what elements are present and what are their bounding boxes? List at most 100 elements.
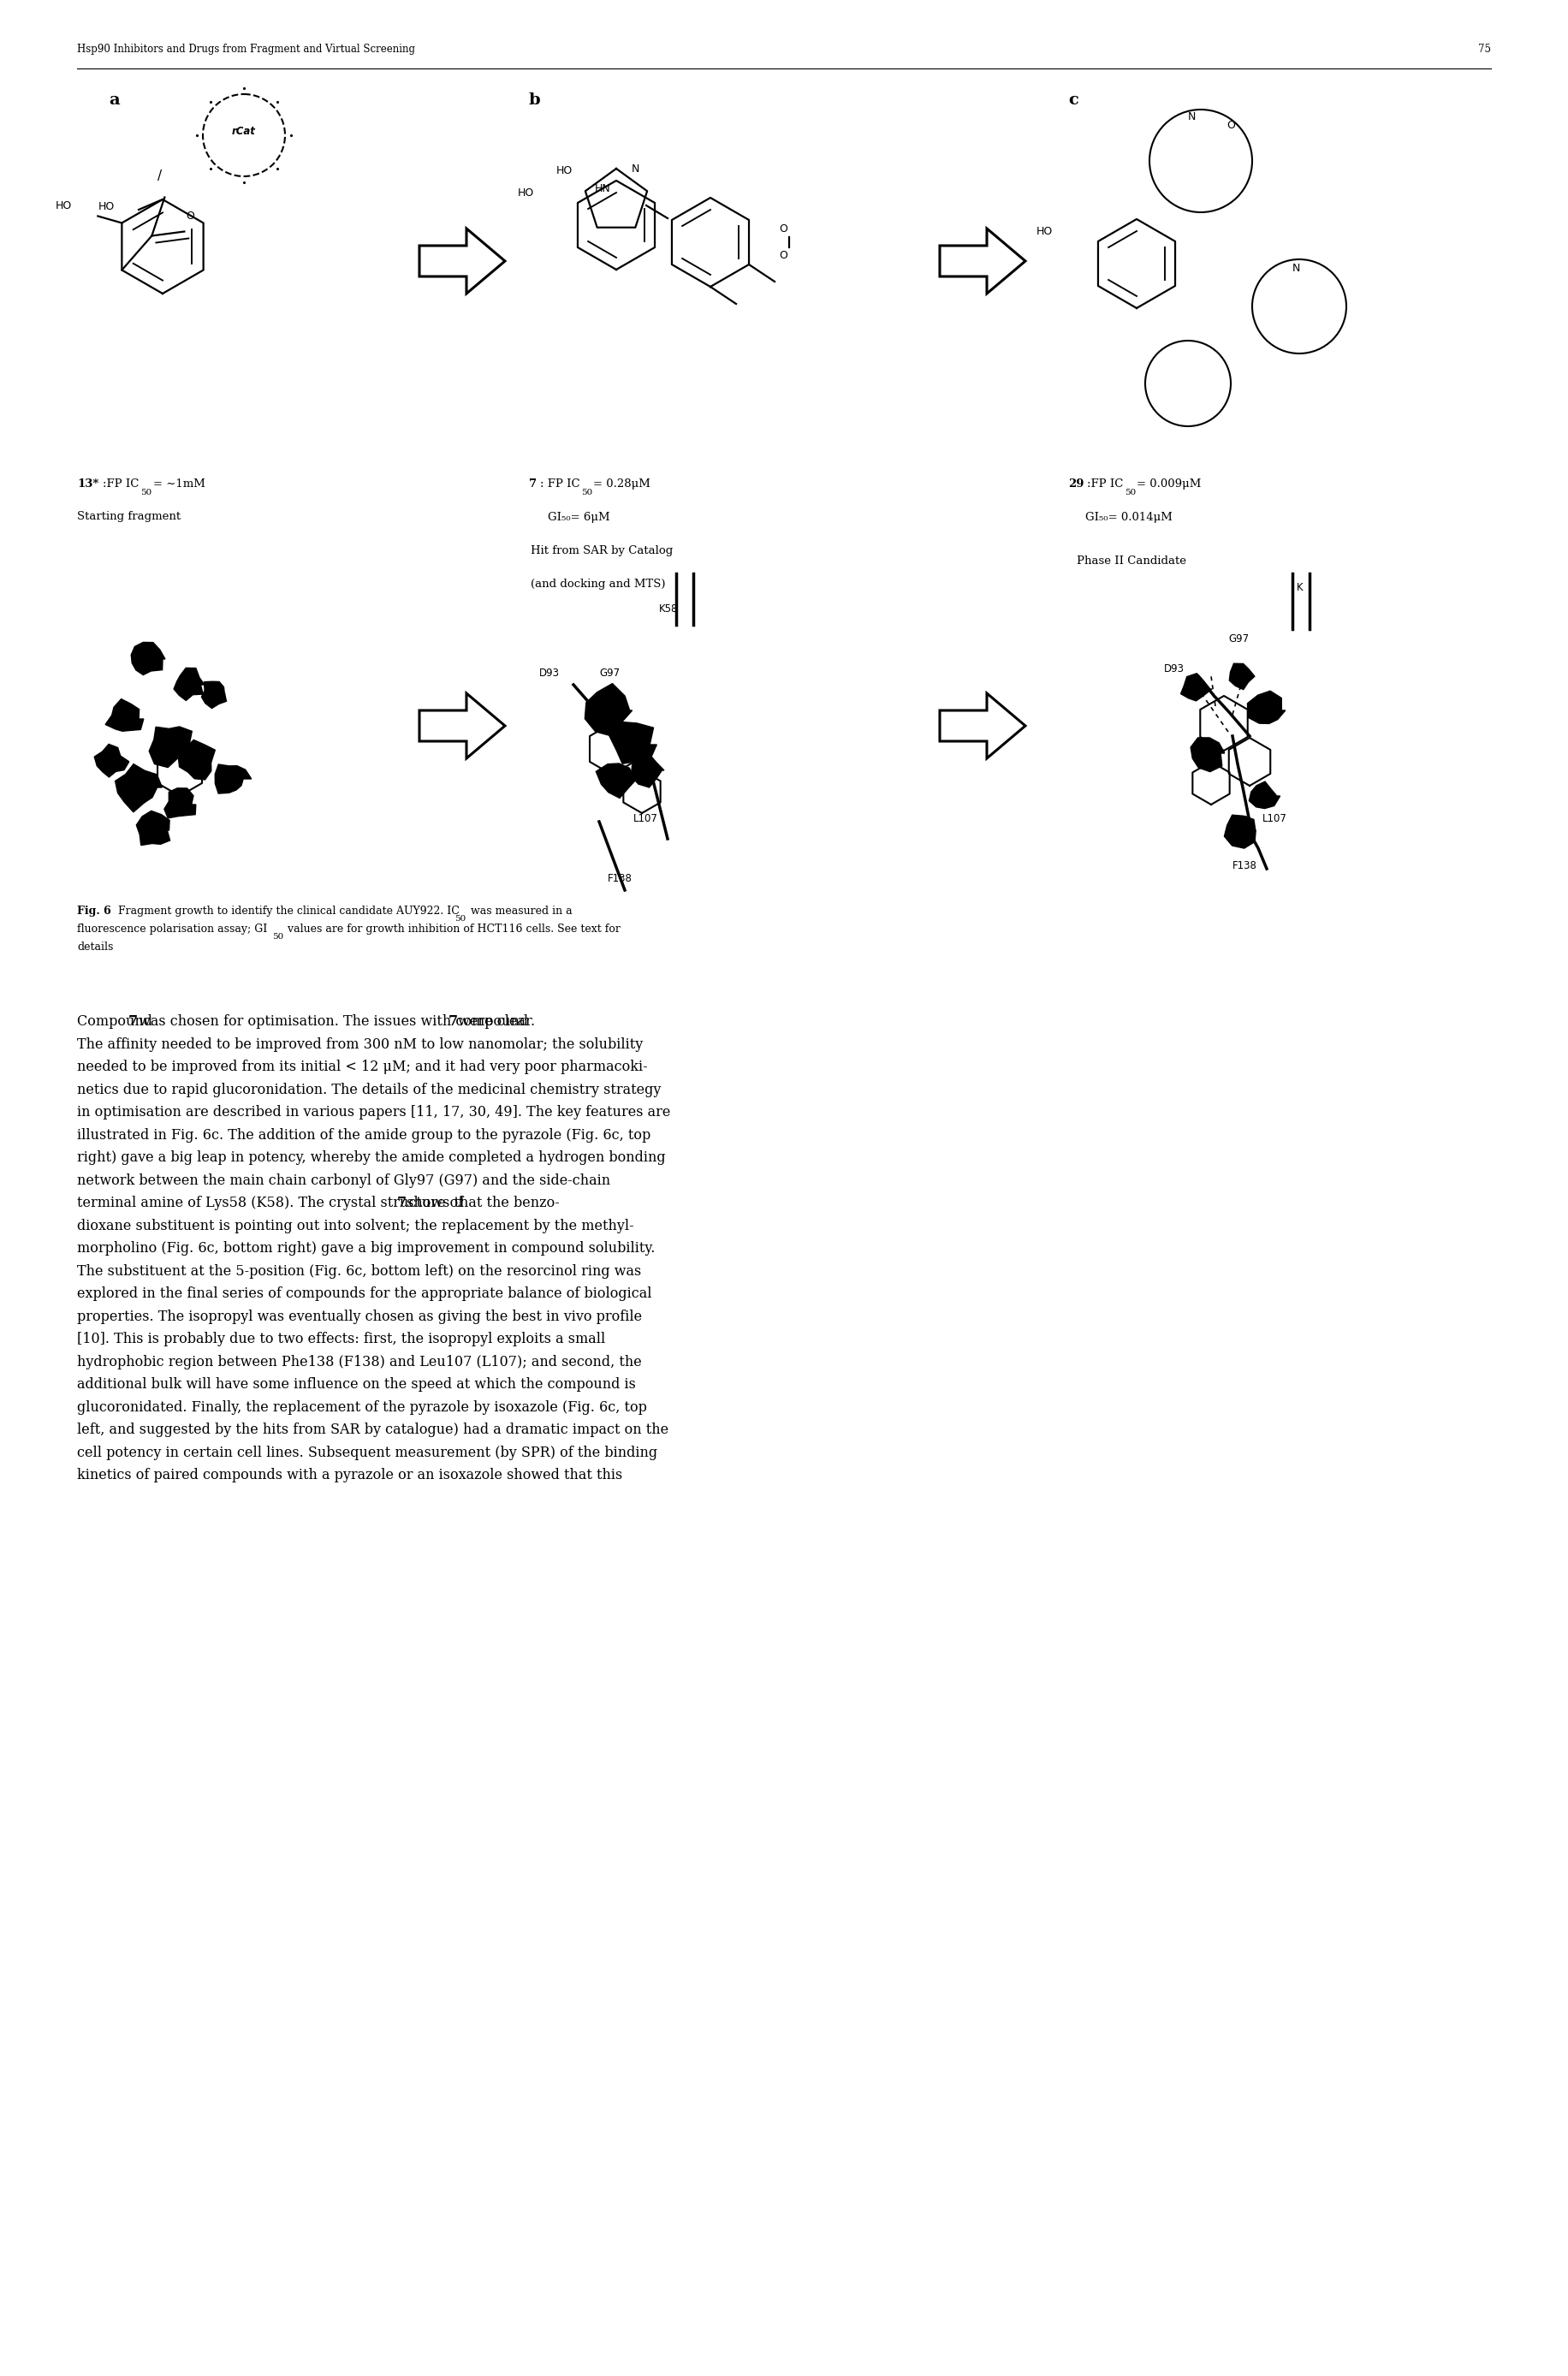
Text: HO: HO xyxy=(1036,226,1054,238)
Text: O: O xyxy=(1226,119,1236,131)
Text: K: K xyxy=(1297,582,1303,594)
Text: GI₅₀= 0.014μM: GI₅₀= 0.014μM xyxy=(1085,511,1173,523)
Text: 7: 7 xyxy=(397,1195,406,1209)
Polygon shape xyxy=(132,642,165,675)
Text: kinetics of paired compounds with a pyrazole or an isoxazole showed that this: kinetics of paired compounds with a pyra… xyxy=(77,1468,622,1483)
Text: 50: 50 xyxy=(582,489,593,497)
Polygon shape xyxy=(105,699,144,732)
Text: details: details xyxy=(77,941,113,953)
Text: Starting fragment: Starting fragment xyxy=(77,511,180,523)
Text: Fragment growth to identify the clinical candidate AUY922. IC: Fragment growth to identify the clinical… xyxy=(114,905,459,917)
Text: Compound: Compound xyxy=(77,1015,157,1029)
Text: network between the main chain carbonyl of Gly97 (G97) and the side-chain: network between the main chain carbonyl … xyxy=(77,1174,610,1188)
Polygon shape xyxy=(630,753,665,786)
Text: a: a xyxy=(108,93,119,107)
Text: 7: 7 xyxy=(129,1015,138,1029)
Text: properties. The isopropyl was eventually chosen as giving the best in vivo profi: properties. The isopropyl was eventually… xyxy=(77,1309,641,1323)
Text: 13*: 13* xyxy=(77,478,99,489)
Text: G97: G97 xyxy=(599,668,619,680)
Text: HO: HO xyxy=(557,164,572,176)
Text: O: O xyxy=(779,249,787,261)
Text: was chosen for optimisation. The issues with compound: was chosen for optimisation. The issues … xyxy=(135,1015,532,1029)
Text: values are for growth inhibition of HCT116 cells. See text for: values are for growth inhibition of HCT1… xyxy=(284,924,621,934)
Polygon shape xyxy=(939,228,1025,295)
Text: b: b xyxy=(528,93,541,107)
Text: The affinity needed to be improved from 300 nM to low nanomolar; the solubility: The affinity needed to be improved from … xyxy=(77,1036,643,1053)
Text: D93: D93 xyxy=(539,668,560,680)
Polygon shape xyxy=(179,739,215,779)
Text: additional bulk will have some influence on the speed at which the compound is: additional bulk will have some influence… xyxy=(77,1378,635,1392)
Text: illustrated in Fig. 6c. The addition of the amide group to the pyrazole (Fig. 6c: illustrated in Fig. 6c. The addition of … xyxy=(77,1129,651,1143)
Text: L107: L107 xyxy=(1262,813,1287,824)
Polygon shape xyxy=(1225,815,1256,848)
Text: GI₅₀= 6μM: GI₅₀= 6μM xyxy=(547,511,610,523)
Text: N: N xyxy=(632,164,640,173)
Text: D93: D93 xyxy=(1163,663,1184,675)
Text: were clear.: were clear. xyxy=(453,1015,535,1029)
Text: = 0.28μM: = 0.28μM xyxy=(593,478,651,489)
Polygon shape xyxy=(1229,663,1254,689)
Text: O: O xyxy=(779,223,787,235)
Text: : FP IC: : FP IC xyxy=(539,478,580,489)
Text: 7: 7 xyxy=(528,478,536,489)
Polygon shape xyxy=(1250,782,1279,808)
Text: :FP IC: :FP IC xyxy=(103,478,140,489)
Text: rCat: rCat xyxy=(232,126,256,135)
Text: 29: 29 xyxy=(1068,478,1083,489)
Text: fluorescence polarisation assay; GI: fluorescence polarisation assay; GI xyxy=(77,924,267,934)
Text: HO: HO xyxy=(99,200,114,211)
Text: G97: G97 xyxy=(1228,634,1248,644)
Polygon shape xyxy=(136,810,169,846)
Polygon shape xyxy=(1190,737,1225,772)
Text: dioxane substituent is pointing out into solvent; the replacement by the methyl-: dioxane substituent is pointing out into… xyxy=(77,1219,633,1233)
Text: Hsp90 Inhibitors and Drugs from Fragment and Virtual Screening: Hsp90 Inhibitors and Drugs from Fragment… xyxy=(77,43,416,55)
Text: c: c xyxy=(1068,93,1079,107)
Text: Phase II Candidate: Phase II Candidate xyxy=(1077,556,1187,565)
Text: needed to be improved from its initial < 12 μM; and it had very poor pharmacoki-: needed to be improved from its initial <… xyxy=(77,1060,648,1074)
Polygon shape xyxy=(419,694,505,758)
Text: 50: 50 xyxy=(273,934,284,941)
Text: HN: HN xyxy=(594,183,612,195)
Text: 75: 75 xyxy=(1479,43,1491,55)
Text: shows that the benzo-: shows that the benzo- xyxy=(403,1195,560,1209)
Text: /: / xyxy=(158,169,162,183)
Text: 50: 50 xyxy=(141,489,152,497)
Text: HO: HO xyxy=(55,200,72,211)
Text: K58: K58 xyxy=(659,604,679,615)
Text: N: N xyxy=(1292,261,1300,273)
Text: in optimisation are described in various papers [11, 17, 30, 49]. The key featur: in optimisation are described in various… xyxy=(77,1105,671,1119)
Text: Hit from SAR by Catalog: Hit from SAR by Catalog xyxy=(530,544,673,556)
Text: = 0.009μM: = 0.009μM xyxy=(1137,478,1201,489)
Text: right) gave a big leap in potency, whereby the amide completed a hydrogen bondin: right) gave a big leap in potency, where… xyxy=(77,1150,665,1164)
Text: 50: 50 xyxy=(1124,489,1135,497)
Text: Fig. 6: Fig. 6 xyxy=(77,905,111,917)
Polygon shape xyxy=(114,765,162,813)
Polygon shape xyxy=(585,684,632,737)
Polygon shape xyxy=(149,727,193,767)
Polygon shape xyxy=(215,765,251,794)
Text: = ∼1mM: = ∼1mM xyxy=(154,478,205,489)
Text: morpholino (Fig. 6c, bottom right) gave a big improvement in compound solubility: morpholino (Fig. 6c, bottom right) gave … xyxy=(77,1240,655,1255)
Polygon shape xyxy=(610,722,657,763)
Text: terminal amine of Lys58 (K58). The crystal structure of: terminal amine of Lys58 (K58). The cryst… xyxy=(77,1195,467,1209)
Polygon shape xyxy=(596,763,637,798)
Text: 50: 50 xyxy=(455,915,466,922)
Text: F138: F138 xyxy=(1232,860,1258,872)
Polygon shape xyxy=(939,694,1025,758)
Text: left, and suggested by the hits from SAR by catalogue) had a dramatic impact on : left, and suggested by the hits from SAR… xyxy=(77,1423,668,1437)
Text: cell potency in certain cell lines. Subsequent measurement (by SPR) of the bindi: cell potency in certain cell lines. Subs… xyxy=(77,1445,657,1459)
Text: HO: HO xyxy=(517,188,535,197)
Text: [10]. This is probably due to two effects: first, the isopropyl exploits a small: [10]. This is probably due to two effect… xyxy=(77,1333,605,1347)
Polygon shape xyxy=(1181,672,1212,701)
Text: O: O xyxy=(187,211,194,221)
Text: L107: L107 xyxy=(633,813,659,824)
Text: netics due to rapid glucoronidation. The details of the medicinal chemistry stra: netics due to rapid glucoronidation. The… xyxy=(77,1083,662,1098)
Polygon shape xyxy=(419,228,505,295)
Polygon shape xyxy=(165,789,196,817)
Text: F138: F138 xyxy=(608,872,632,884)
Text: explored in the final series of compounds for the appropriate balance of biologi: explored in the final series of compound… xyxy=(77,1285,652,1302)
Polygon shape xyxy=(174,668,204,701)
Text: (and docking and MTS): (and docking and MTS) xyxy=(530,580,665,589)
Polygon shape xyxy=(202,682,226,708)
Text: 7: 7 xyxy=(448,1015,458,1029)
